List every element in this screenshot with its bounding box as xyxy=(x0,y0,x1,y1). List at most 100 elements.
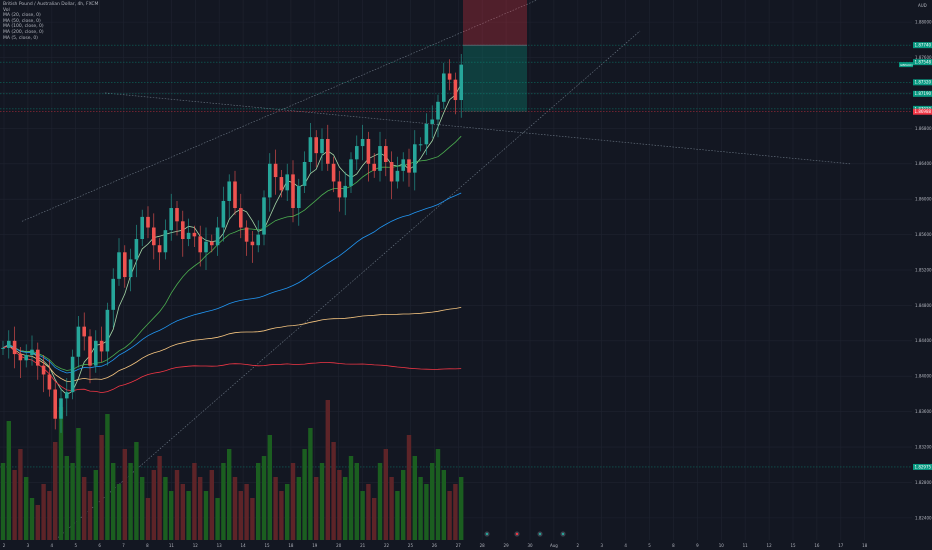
candle-body-29 xyxy=(169,208,173,231)
time-label-6: 8 xyxy=(146,543,149,548)
candle-body-9 xyxy=(53,389,57,419)
volume-bar-44 xyxy=(256,463,261,540)
ma5-legend[interactable]: MA (5, close, 0) xyxy=(3,35,38,41)
price-tag-bg-4 xyxy=(913,90,932,97)
volume-bar-52 xyxy=(302,449,307,540)
price-label-6: 1.85600 xyxy=(915,232,932,237)
volume-bar-58 xyxy=(337,470,342,540)
candle-body-12 xyxy=(70,356,75,393)
long-short-position-tool[interactable] xyxy=(463,0,527,112)
candle-body-32 xyxy=(186,232,191,240)
price-tag-label-3: 1.87320 xyxy=(915,80,932,85)
position-target-zone xyxy=(463,45,527,112)
volume-bar-79 xyxy=(459,477,464,540)
candlesticks xyxy=(1,54,463,433)
event-marker-dot-3 xyxy=(561,532,565,536)
candle-body-60 xyxy=(349,159,353,186)
candle-body-71 xyxy=(413,144,417,173)
volume-bar-53 xyxy=(308,428,313,540)
ma-100-line xyxy=(2,307,462,382)
volume-bar-28 xyxy=(163,477,168,540)
volume-bar-47 xyxy=(273,477,278,540)
time-label-26: 4 xyxy=(624,543,627,548)
candle-body-53 xyxy=(308,137,313,162)
time-label-11: 15 xyxy=(264,543,270,548)
volume-bar-41 xyxy=(238,491,243,540)
time-label-23: Aug xyxy=(550,543,558,548)
candle-body-59 xyxy=(343,185,347,198)
candle-body-45 xyxy=(262,197,266,235)
candle-body-13 xyxy=(76,326,81,357)
candle-body-19 xyxy=(111,278,115,310)
price-tag-label-4: 1.87190 xyxy=(915,91,932,96)
price-tag-bg-2 xyxy=(913,59,932,66)
event-marker-dot-2 xyxy=(538,532,542,536)
candle-body-7 xyxy=(41,365,46,375)
volume-bar-11 xyxy=(64,456,69,540)
candle-body-37 xyxy=(215,227,220,246)
price-label-14: 1.82400 xyxy=(915,515,932,520)
price-axis[interactable]: AUD1.880001.876001.872001.868001.864001.… xyxy=(912,0,932,550)
price-label-12: 1.83200 xyxy=(915,444,932,449)
candle-body-30 xyxy=(175,208,179,222)
volume-bar-6 xyxy=(35,505,40,540)
volume-bar-25 xyxy=(145,498,151,540)
position-stop-zone xyxy=(463,0,527,46)
chart-legend: British Pound / Australian Dollar, 4h, F… xyxy=(3,2,98,41)
volume-bar-75 xyxy=(435,449,441,540)
candle-body-63 xyxy=(366,138,371,164)
time-label-14: 20 xyxy=(336,543,342,548)
ma100-legend[interactable]: MA (100, close, 0) xyxy=(3,24,44,30)
candle-body-46 xyxy=(268,163,272,198)
volume-bar-49 xyxy=(285,484,290,540)
time-label-27: 5 xyxy=(648,543,651,548)
candle-body-79 xyxy=(459,64,463,101)
volume-bar-70 xyxy=(406,435,412,540)
price-tag-label-6: 1.86988 xyxy=(915,109,932,114)
symbol-title[interactable]: British Pound / Australian Dollar, 4h, F… xyxy=(3,2,99,7)
ma20-legend[interactable]: MA (20, close, 0) xyxy=(3,13,41,19)
ma200-legend[interactable]: MA (200, close, 0) xyxy=(3,29,44,35)
ma50-legend[interactable]: MA (50, close, 0) xyxy=(3,18,41,24)
time-axis[interactable]: 2 3 4 5 6 7 8 11 12 13 14 15 18 19 20 21 22 25 26 27 28 29 30 A… xyxy=(0,540,932,550)
volume-bar-69 xyxy=(401,470,406,540)
volume-bar-32 xyxy=(186,491,191,540)
candle-body-42 xyxy=(244,227,249,242)
time-label-30: 10 xyxy=(719,543,725,548)
price-axis-currency: AUD xyxy=(918,3,927,8)
volume-legend[interactable]: Vol xyxy=(3,7,10,13)
candle-body-25 xyxy=(146,216,150,228)
candle-body-2 xyxy=(12,340,17,355)
volume-bar-12 xyxy=(70,463,75,540)
volume-bar-34 xyxy=(198,477,203,540)
price-label-11: 1.83600 xyxy=(915,409,932,414)
candle-body-23 xyxy=(134,239,139,260)
candle-body-39 xyxy=(227,181,231,201)
candle-body-3 xyxy=(18,354,23,361)
candle-body-1 xyxy=(7,340,11,348)
volume-bar-35 xyxy=(203,491,209,540)
volume-bar-24 xyxy=(140,477,145,540)
ma-20-line xyxy=(2,135,462,371)
time-label-18: 26 xyxy=(432,543,438,548)
candle-body-5 xyxy=(30,349,34,355)
event-markers[interactable] xyxy=(484,531,566,537)
volume-bar-48 xyxy=(279,491,284,540)
candle-body-51 xyxy=(297,185,301,209)
candle-body-20 xyxy=(117,252,121,279)
price-label-13: 1.82800 xyxy=(915,480,932,485)
time-label-13: 19 xyxy=(312,543,318,548)
time-label-17: 25 xyxy=(408,543,414,548)
candle-body-44 xyxy=(256,234,260,246)
candle-body-34 xyxy=(198,236,202,253)
volume-bar-78 xyxy=(453,484,458,540)
price-label-5: 1.86000 xyxy=(915,197,932,202)
time-label-9: 13 xyxy=(217,543,223,548)
candle-body-70 xyxy=(407,159,411,173)
volume-bar-8 xyxy=(47,491,52,540)
candle-body-68 xyxy=(395,170,400,182)
volume-bar-20 xyxy=(116,484,122,540)
time-label-20: 28 xyxy=(480,543,486,548)
candle-body-58 xyxy=(337,181,342,198)
